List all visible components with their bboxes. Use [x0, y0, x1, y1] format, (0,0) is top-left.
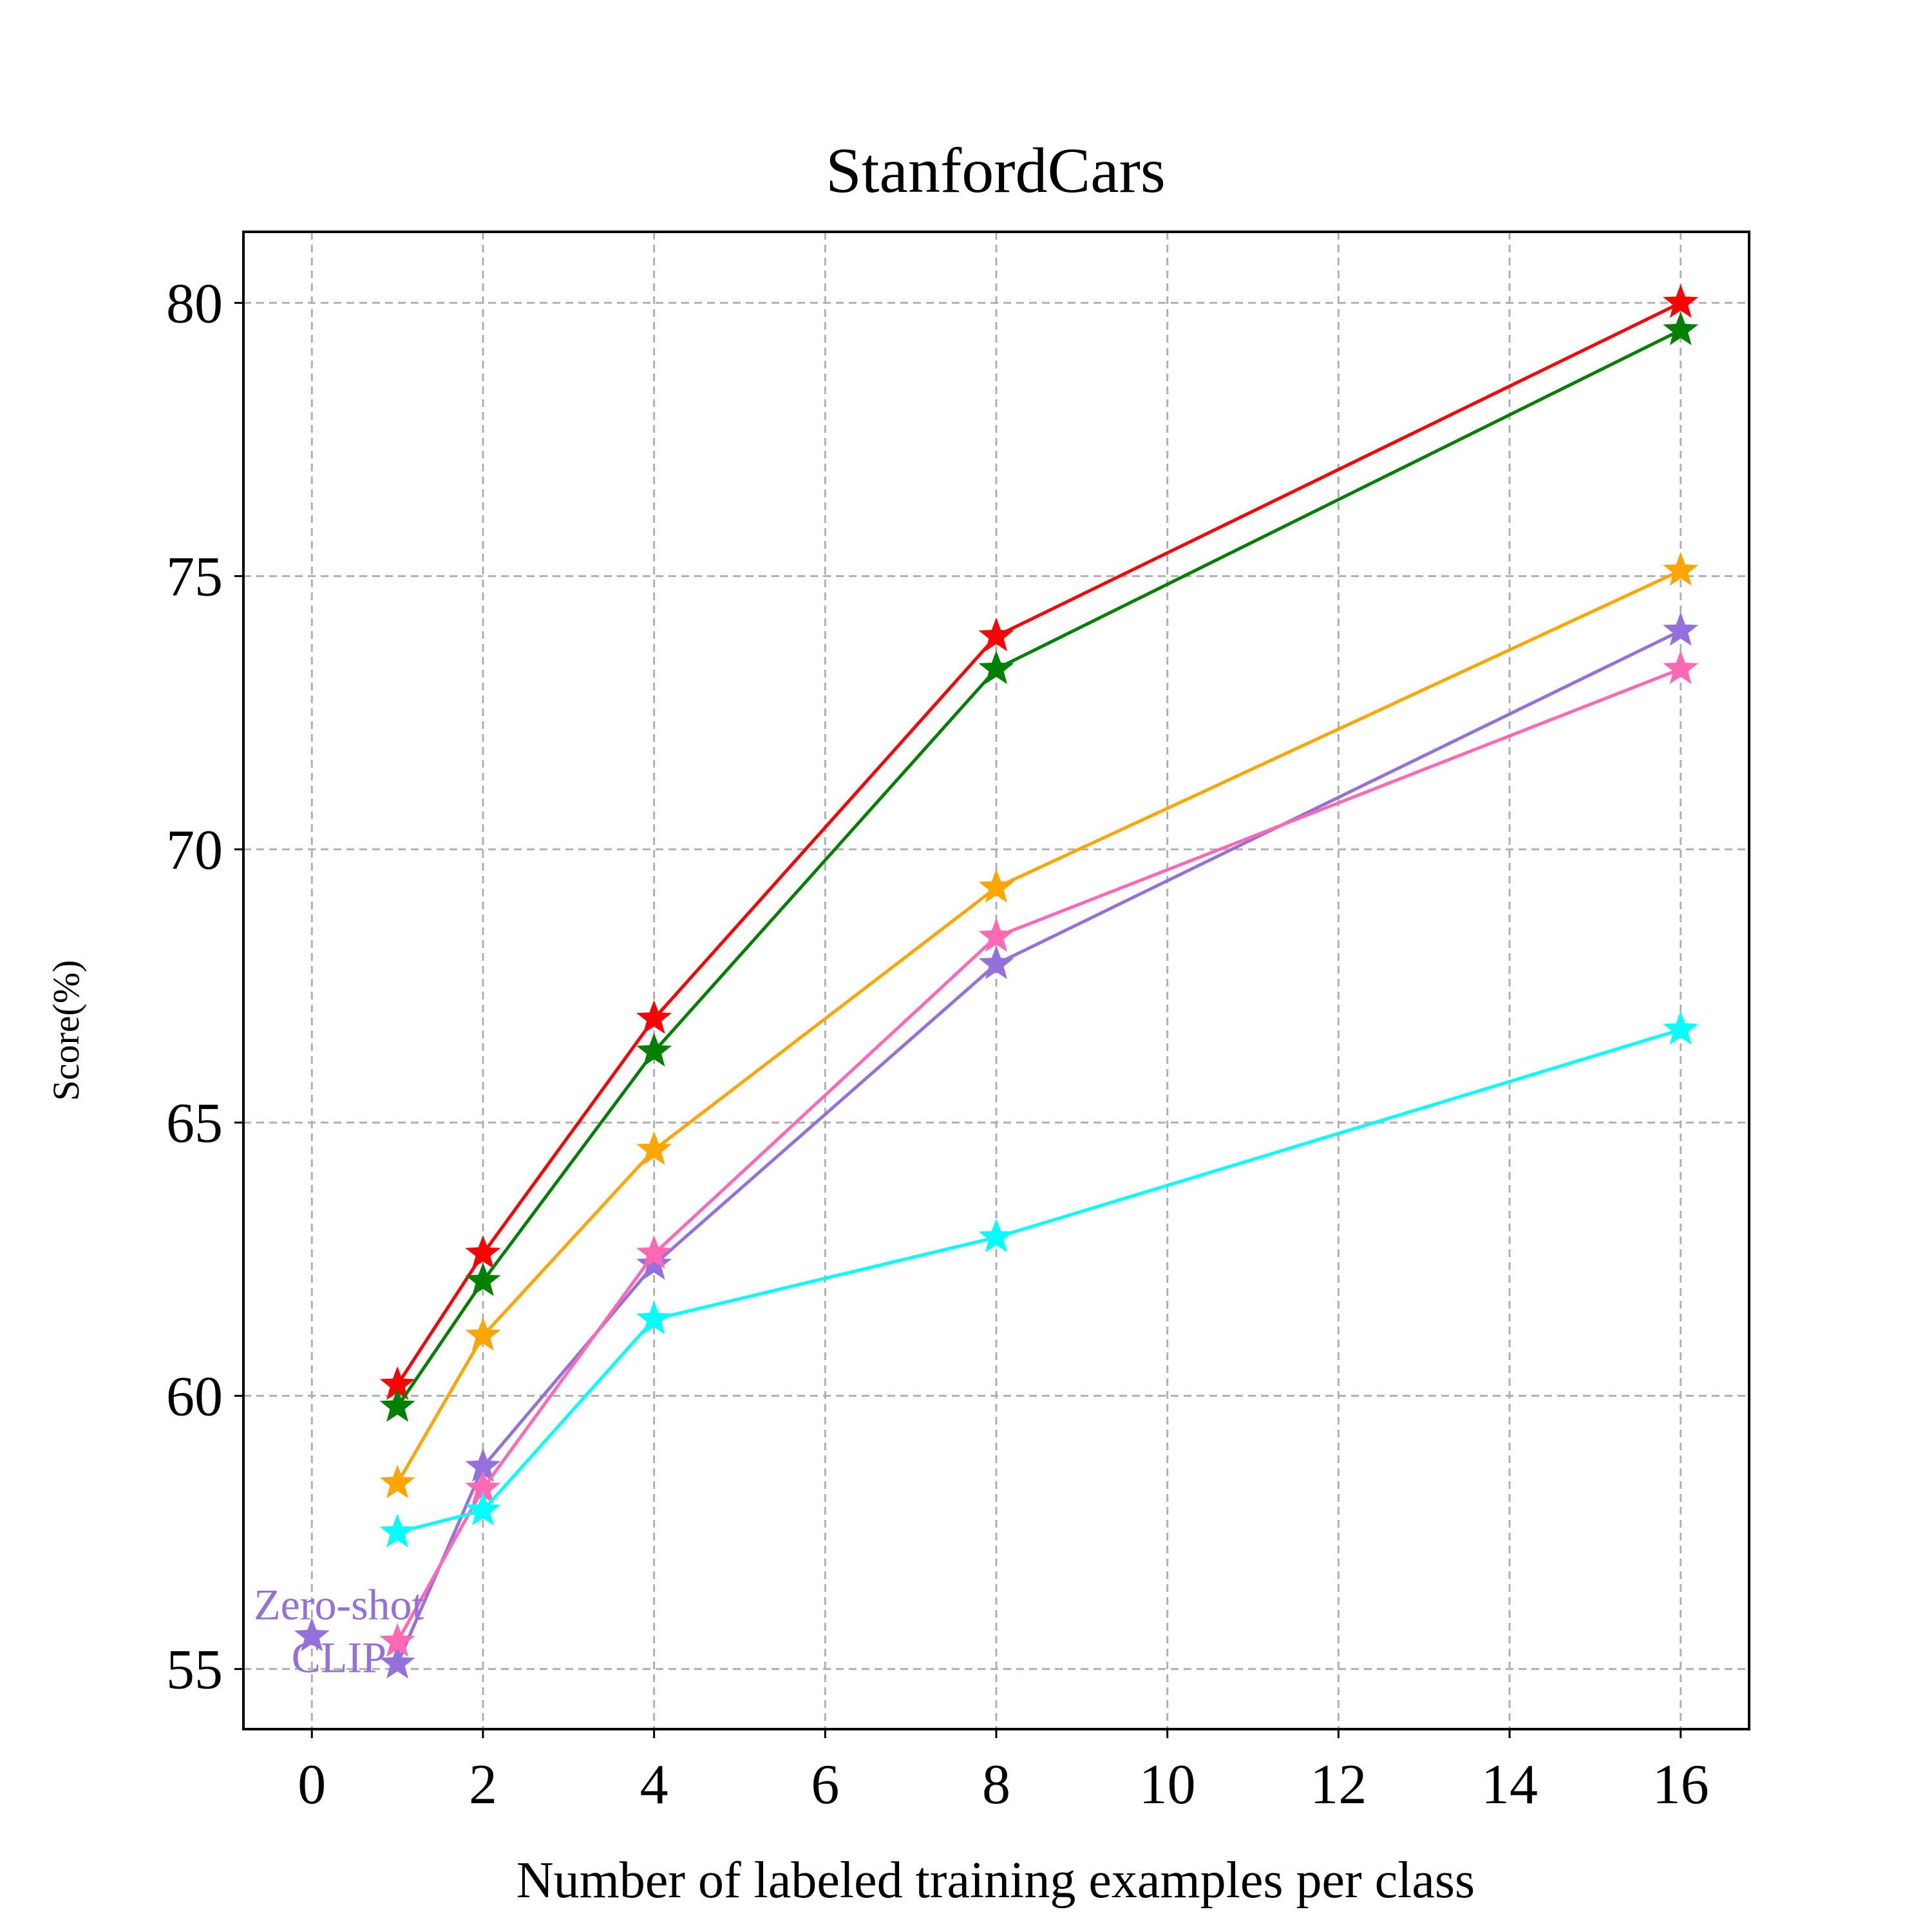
data-point-green: [379, 1388, 415, 1422]
x-tick-label: 10: [1139, 1754, 1196, 1816]
data-point-purple: [978, 945, 1014, 980]
data-point-orange: [379, 1464, 415, 1499]
x-tick-label: 6: [811, 1754, 839, 1816]
y-tick-label: 75: [166, 546, 223, 609]
data-point-pink: [1663, 650, 1699, 685]
x-tick-label: 8: [982, 1754, 1010, 1816]
chart-title: StanfordCars: [826, 135, 1166, 206]
series-pink: [379, 650, 1699, 1657]
data-point-purple: [1663, 612, 1699, 646]
data-point-orange: [465, 1317, 501, 1351]
data-point-cyan: [1663, 1011, 1699, 1045]
y-tick-label: 80: [166, 272, 223, 335]
y-tick-label: 70: [166, 819, 223, 882]
series-red: [379, 284, 1699, 1400]
data-point-purple: [379, 1645, 415, 1679]
data-point-pink: [379, 1623, 415, 1657]
data-point-red: [978, 618, 1014, 652]
x-tick-label: 0: [298, 1754, 326, 1816]
series-cyan: [379, 1011, 1699, 1548]
x-tick-label: 14: [1481, 1754, 1538, 1816]
data-point-green: [978, 650, 1014, 685]
x-tick-label: 12: [1310, 1754, 1367, 1816]
data-point-green: [1663, 311, 1699, 346]
data-point-orange: [1663, 552, 1699, 586]
data-point-orange: [978, 869, 1014, 903]
x-tick-label: 2: [469, 1754, 497, 1816]
data-point-cyan: [379, 1513, 415, 1548]
data-point-pink: [636, 1235, 672, 1269]
zero-shot-point: [294, 1617, 330, 1652]
y-axis-ticks: 55 60 65 70 75 80: [166, 272, 243, 1701]
y-tick-label: 65: [166, 1092, 223, 1155]
y-axis-label: Score(%): [45, 960, 87, 1101]
x-tick-label: 4: [640, 1754, 668, 1816]
data-point-orange: [636, 1131, 672, 1165]
data-point-purple: [636, 1245, 672, 1280]
series-green: [379, 311, 1699, 1422]
data-point-green: [465, 1262, 501, 1296]
x-tick-label: 16: [1653, 1754, 1709, 1816]
zero-shot-label: Zero-shot: [254, 1580, 424, 1629]
grid: [243, 232, 1749, 1729]
data-point-red: [636, 1000, 672, 1034]
zero-shot-label-line2: CLIP: [292, 1633, 386, 1682]
data-point-cyan: [978, 1218, 1014, 1253]
data-point-cyan: [465, 1492, 501, 1526]
data-point-red: [465, 1235, 501, 1269]
series-orange: [379, 552, 1699, 1499]
series-layer: [379, 284, 1699, 1679]
y-tick-label: 60: [166, 1365, 223, 1428]
data-point-green: [636, 1032, 672, 1067]
x-axis-label: Number of labeled training examples per …: [516, 1852, 1475, 1909]
data-point-cyan: [636, 1300, 672, 1334]
data-point-pink: [978, 918, 1014, 952]
y-tick-label: 55: [166, 1639, 223, 1701]
x-axis-ticks: 0 2 4 6 8 10 12 14 16: [298, 1729, 1709, 1816]
data-point-red: [1663, 284, 1699, 318]
